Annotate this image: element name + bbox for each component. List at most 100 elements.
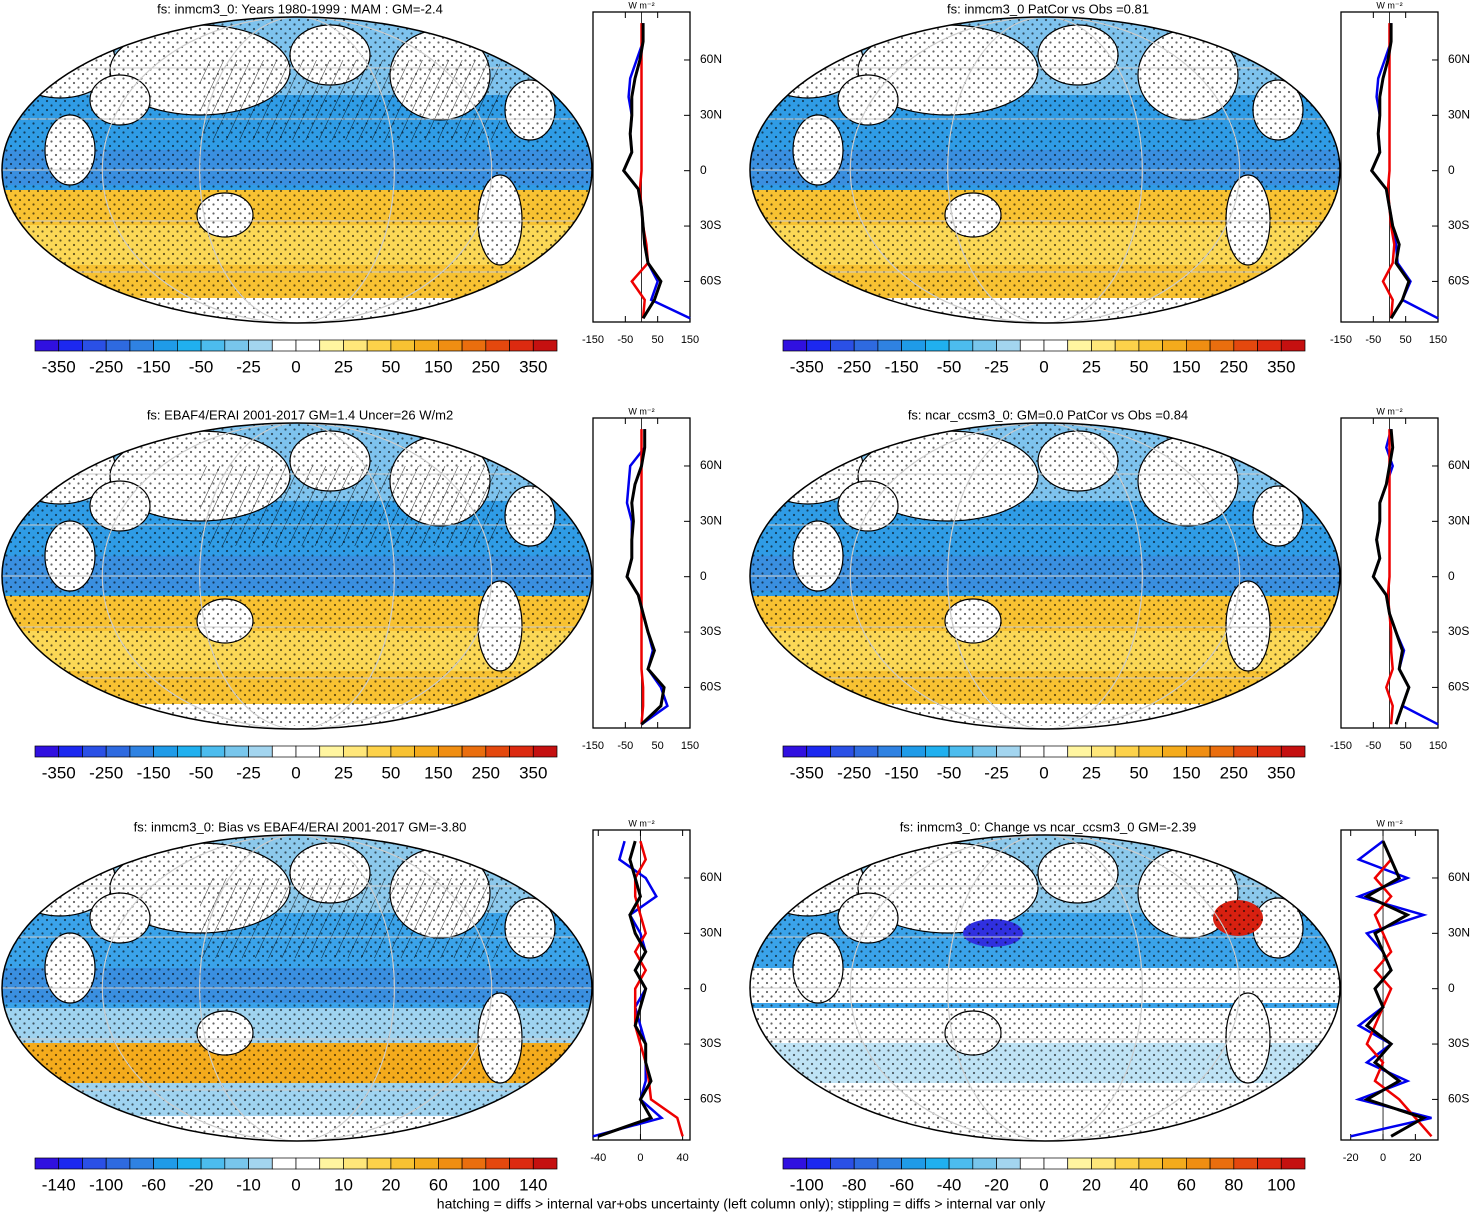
colorbar-box — [972, 1157, 997, 1170]
colorbar-box — [105, 745, 131, 758]
graticule — [849, 835, 1241, 1141]
colorbar-box — [1138, 1157, 1163, 1170]
graticule — [947, 423, 1143, 729]
colorbar-label: 50 — [381, 763, 400, 782]
hatching — [200, 466, 500, 546]
y-tick-label: 30S — [1448, 1036, 1469, 1050]
map-border — [1, 422, 593, 730]
colorbar-box — [509, 339, 534, 352]
panel-title: fs: inmcm3_0: Change vs ncar_ccsm3_0 GM=… — [900, 819, 1197, 834]
colorbar-box — [972, 745, 997, 758]
colorbar-label: 150 — [424, 357, 452, 376]
graticule — [101, 423, 493, 729]
colorbar-box — [105, 1157, 131, 1170]
x-tick-label: -50 — [1365, 740, 1381, 752]
x-tick-label: 40 — [676, 1152, 688, 1164]
colorbar-box — [58, 1157, 83, 1170]
y-tick-label: 60N — [700, 870, 722, 884]
colorbar-box — [343, 1157, 368, 1170]
x-tick-label: 0 — [1380, 1152, 1386, 1164]
y-tick-label: 60S — [1448, 680, 1469, 694]
colorbar-box — [532, 1157, 558, 1170]
colorbar-box — [782, 1157, 808, 1170]
colorbar-box — [1162, 1157, 1187, 1170]
colorbar-box — [34, 1157, 60, 1170]
graticule — [849, 17, 1241, 323]
x-tick-label: -40 — [590, 1152, 606, 1164]
colorbar-box — [877, 1157, 902, 1170]
x-unit: W m⁻² — [1376, 0, 1402, 10]
x-tick-label: -50 — [617, 740, 633, 752]
colorbar-label: -350 — [42, 357, 76, 376]
colorbar-box — [129, 339, 154, 352]
map-border — [749, 422, 1341, 730]
colorbar-box — [177, 745, 202, 758]
colorbar-box — [438, 1157, 463, 1170]
colorbar-box — [390, 339, 415, 352]
colorbar-box — [295, 745, 321, 758]
colorbar-label: -350 — [42, 763, 76, 782]
colorbar-box — [485, 745, 510, 758]
colorbar-box — [853, 745, 879, 758]
colorbar-label: -10 — [236, 1175, 261, 1194]
x-tick-label: 150 — [1429, 334, 1447, 346]
colorbar-box — [485, 1157, 510, 1170]
colorbar-label: -100 — [790, 1175, 824, 1194]
colorbar-label: 25 — [1082, 763, 1101, 782]
y-tick-label: 60N — [1448, 458, 1470, 472]
zonal-line — [597, 840, 654, 1138]
colorbar-box — [853, 339, 879, 352]
colorbar-label: -250 — [837, 357, 871, 376]
graticule — [101, 835, 493, 1141]
colorbar-label: 350 — [519, 357, 547, 376]
colorbar-box — [972, 339, 997, 352]
colorbar-label: 150 — [424, 763, 452, 782]
colorbar-box — [153, 339, 178, 352]
colorbar-box — [509, 1157, 534, 1170]
colorbar-box — [1019, 339, 1045, 352]
colorbar-label: -50 — [937, 763, 962, 782]
graticule — [199, 835, 395, 1141]
colorbar-label: 100 — [1267, 1175, 1295, 1194]
colorbar-box — [806, 1157, 831, 1170]
panel-title: fs: inmcm3_0: Bias vs EBAF4/ERAI 2001-20… — [134, 819, 467, 834]
colorbar-box — [485, 339, 510, 352]
y-tick-label: 0 — [700, 163, 707, 177]
y-tick-label: 60N — [1448, 870, 1470, 884]
colorbar-box — [1280, 745, 1306, 758]
zonal-line — [630, 23, 650, 319]
colorbar-label: -50 — [189, 357, 214, 376]
colorbar-box — [1138, 745, 1163, 758]
graticule — [849, 423, 1241, 729]
zonal-line — [1371, 428, 1411, 725]
colorbar-box — [153, 745, 178, 758]
colorbar-label: 10 — [334, 1175, 353, 1194]
x-tick-label: 150 — [681, 740, 699, 752]
x-unit: W m⁻² — [628, 818, 654, 828]
colorbar-box — [438, 339, 463, 352]
colorbar-box — [82, 339, 107, 352]
panel-title: fs: EBAF4/ERAI 2001-2017 GM=1.4 Uncer=26… — [147, 407, 453, 422]
colorbar-label: -150 — [137, 763, 171, 782]
x-tick-label: -20 — [1343, 1152, 1359, 1164]
colorbar-box — [1233, 745, 1258, 758]
colorbar-box — [58, 745, 83, 758]
colorbar-box — [366, 745, 392, 758]
colorbar-box — [1114, 745, 1140, 758]
colorbar-box — [830, 1157, 855, 1170]
colorbar-box — [1280, 339, 1306, 352]
y-tick-label: 0 — [700, 981, 707, 995]
colorbar-box — [1209, 745, 1235, 758]
colorbar-box — [343, 745, 368, 758]
colorbar-label: -140 — [42, 1175, 76, 1194]
colorbar-box — [1162, 745, 1187, 758]
colorbar-box — [1067, 1157, 1092, 1170]
x-tick-label: -150 — [1330, 740, 1352, 752]
colorbar-box — [366, 339, 392, 352]
colorbar-box — [58, 339, 83, 352]
colorbar-label: 350 — [1267, 357, 1295, 376]
colorbar-box — [925, 339, 950, 352]
y-tick-label: 30N — [700, 514, 722, 528]
colorbar-box — [532, 339, 558, 352]
colorbar-label: -25 — [236, 357, 261, 376]
